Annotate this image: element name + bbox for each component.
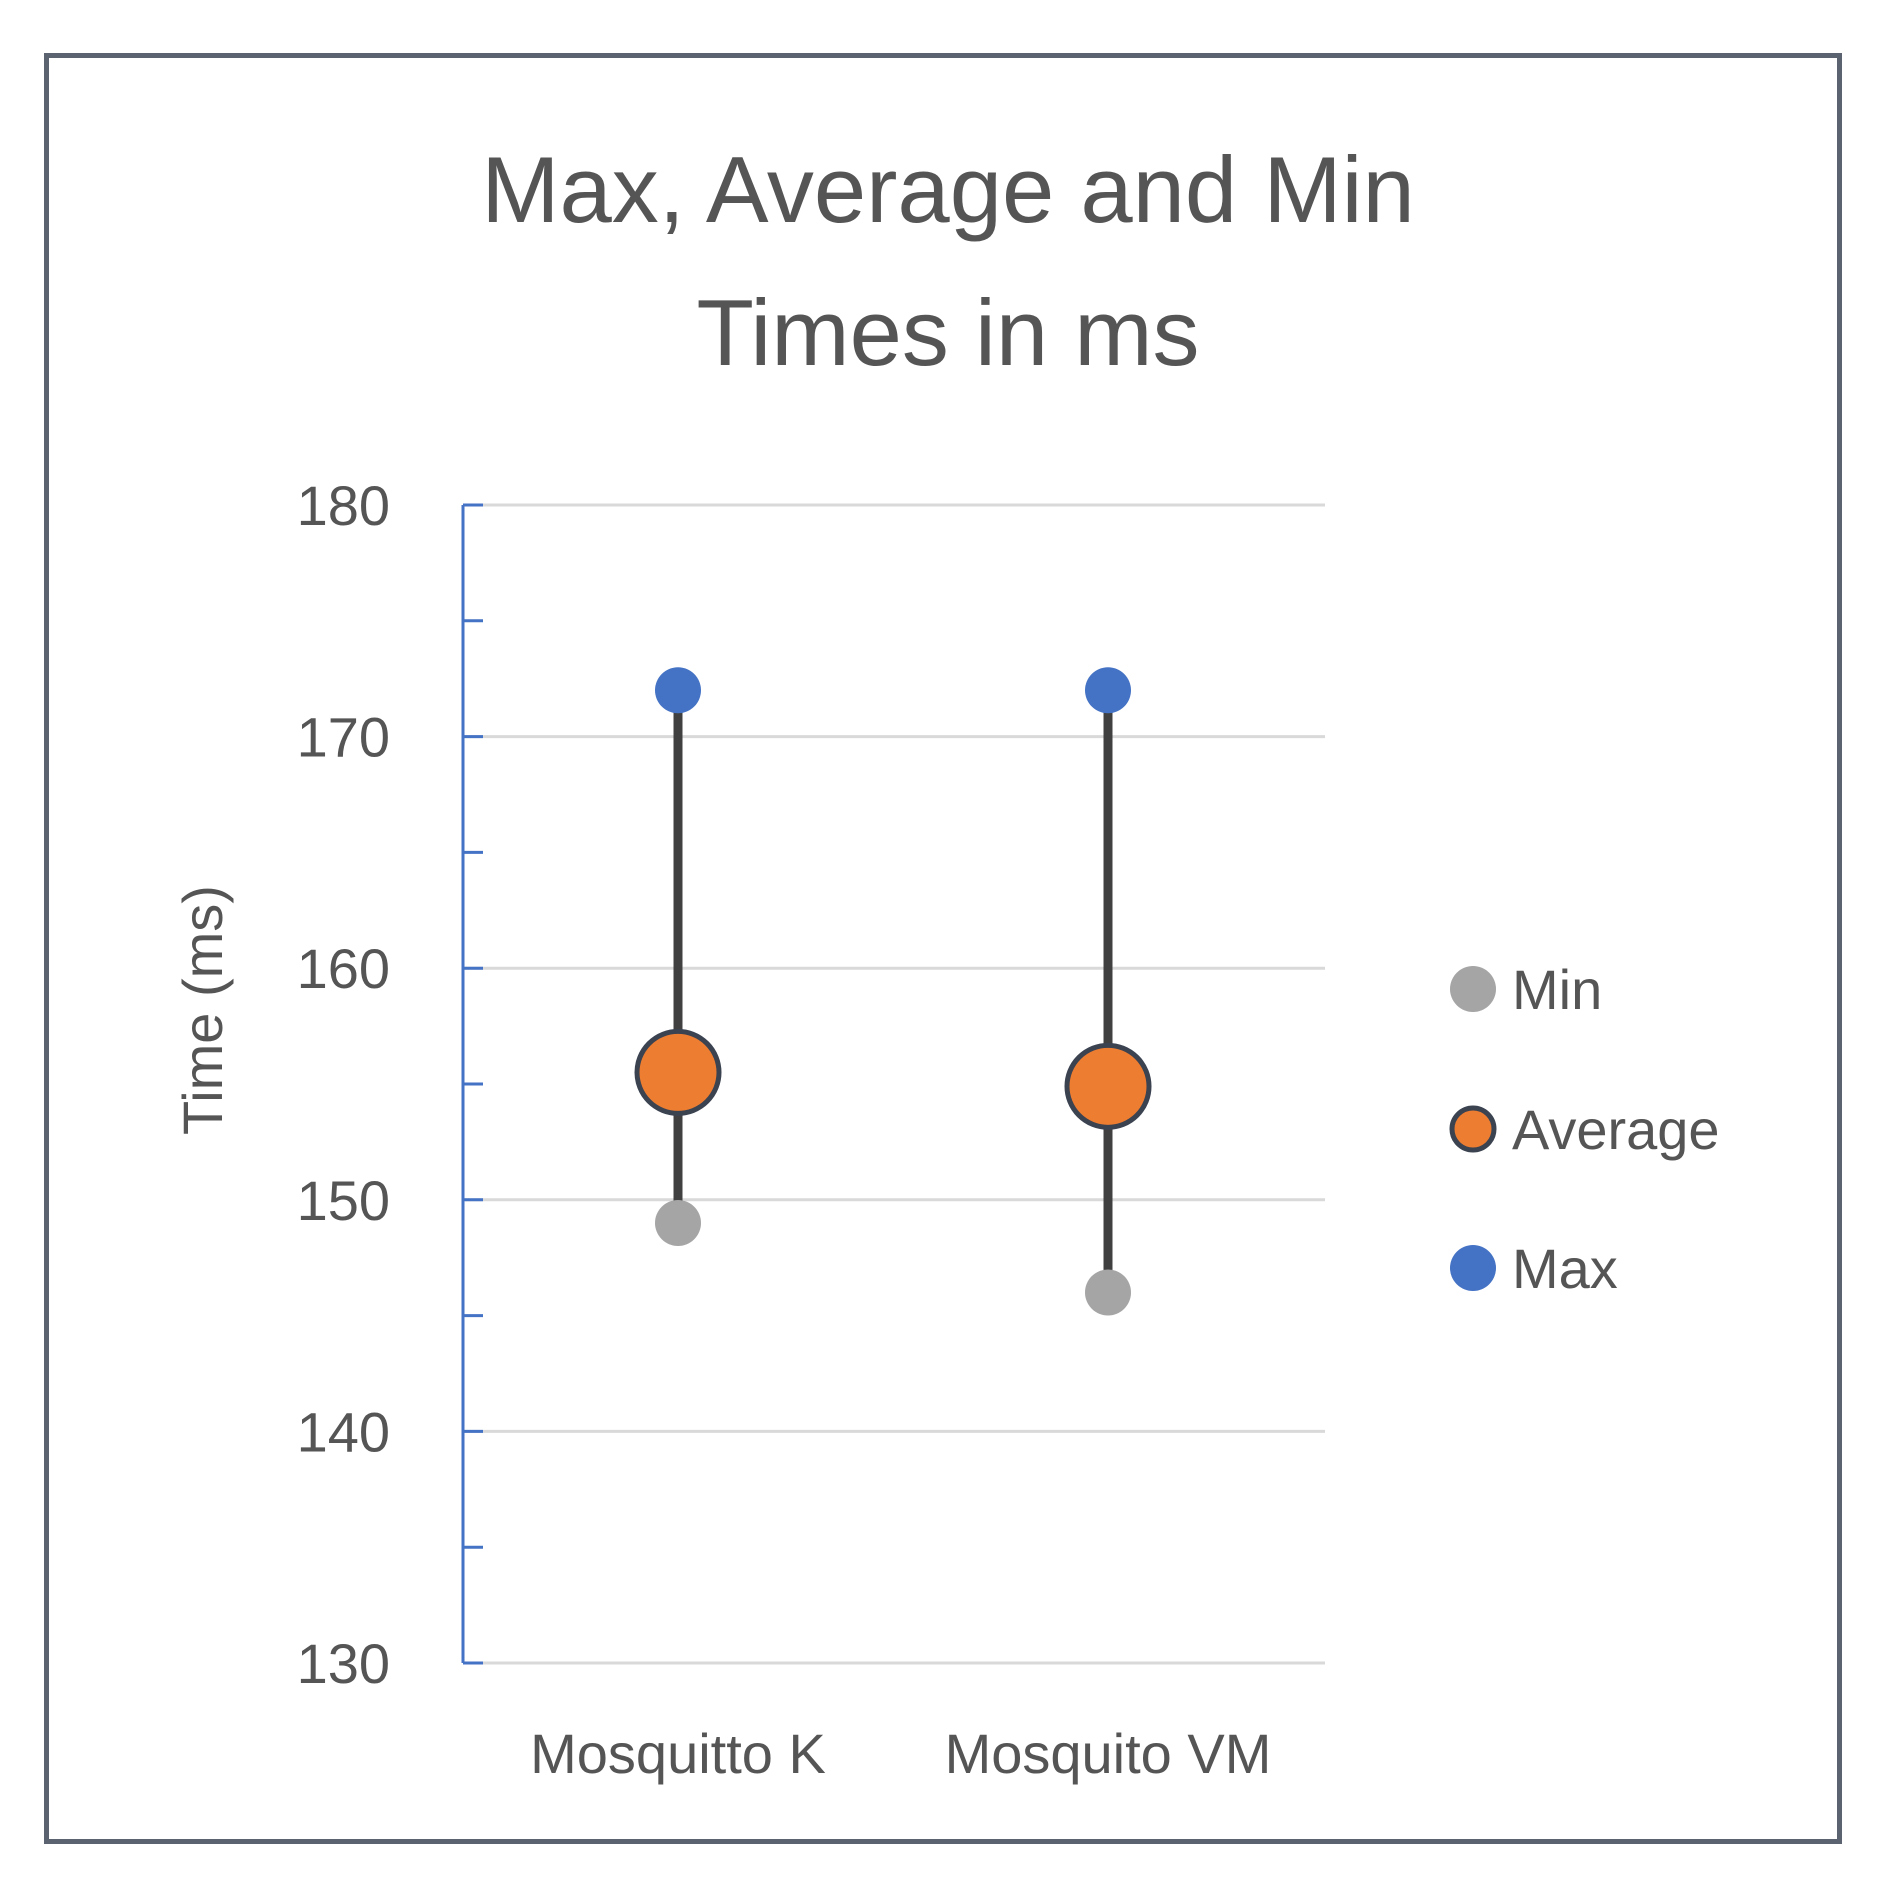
chart-frame <box>44 53 1842 1844</box>
y-axis: 130 140 150 160 170 180 <box>297 474 483 1695</box>
y-tick-label: 150 <box>297 1169 390 1232</box>
chart-title-line-2: Times in ms <box>696 280 1199 385</box>
y-tick-label: 180 <box>297 474 390 537</box>
average-point <box>634 1028 722 1116</box>
min-point <box>1085 1269 1131 1316</box>
y-tick-label: 160 <box>297 937 390 1000</box>
legend-label: Average <box>1512 1098 1720 1161</box>
category-labels: Mosquitto K Mosquito VM <box>530 1722 1271 1785</box>
legend-marker <box>1450 1245 1496 1291</box>
y-axis-title: Time (ms) <box>171 885 234 1135</box>
x-category-label: Mosquito VM <box>945 1722 1272 1785</box>
chart-title: Max, Average and Min Times in ms <box>481 137 1415 385</box>
chart-title-line-1: Max, Average and Min <box>481 137 1415 242</box>
legend-label: Min <box>1512 958 1602 1021</box>
range-lines <box>673 690 1113 1293</box>
min-point <box>655 1199 701 1246</box>
legend-marker <box>1450 966 1496 1012</box>
y-tick-label: 170 <box>297 706 390 769</box>
max-point <box>655 667 701 714</box>
max-point <box>1085 667 1131 714</box>
legend-label: Max <box>1512 1237 1618 1300</box>
y-tick-label: 130 <box>297 1632 390 1695</box>
legend-marker <box>1449 1105 1497 1153</box>
legend: Min Average Max <box>1449 958 1720 1300</box>
data-points <box>634 667 1152 1316</box>
x-category-label: Mosquitto K <box>530 1722 826 1785</box>
gridlines <box>463 503 1325 1665</box>
average-point <box>1064 1042 1152 1130</box>
y-tick-label: 140 <box>297 1400 390 1463</box>
